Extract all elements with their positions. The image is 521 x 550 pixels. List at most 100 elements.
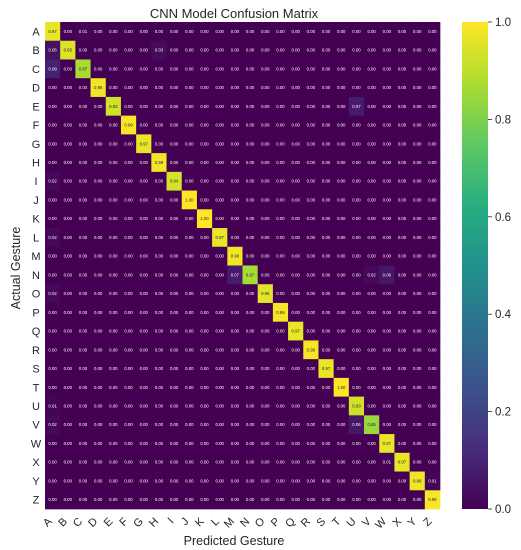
heatmap-cell-B-H [151,40,167,60]
heatmap-cell-label: 0.00 [185,254,194,259]
heatmap-cell-label: 0.00 [124,385,133,390]
y-axis-label: Actual Gesture [9,227,23,310]
heatmap-cell-Y-C [75,471,91,491]
heatmap-cell-B-K [196,40,213,60]
heatmap-cell-label: 0.00 [200,197,209,202]
heatmap-cell-label: 0.00 [200,441,209,446]
heatmap-cell-T-S [318,377,335,397]
heatmap-cell-label: 0.00 [200,422,209,427]
heatmap-cell-label: 0.00 [367,85,376,90]
heatmap-cell-T-O [257,377,274,397]
heatmap-cell-label: 0.00 [428,291,437,296]
heatmap-cell-label: 0.00 [383,403,392,408]
y-tick-label: A [32,26,40,38]
heatmap-cell-M-E [105,246,122,266]
heatmap-cell-label: 0.00 [231,29,240,34]
heatmap-cell-T-V [364,377,380,397]
heatmap-cell-label: 0.00 [216,422,225,427]
heatmap-cell-label: 0.00 [246,441,255,446]
heatmap-cell-X-Z [424,452,441,472]
colorbar-tick-label: 0.4 [495,309,512,321]
heatmap-cell-label: 0.00 [246,310,255,315]
heatmap-cell-label: 0.00 [352,291,361,296]
heatmap-cell-B-V [364,40,380,60]
heatmap-cell-label: 0.00 [413,235,422,240]
heatmap-cell-label: 0.00 [64,29,73,34]
heatmap-cell-label: 0.00 [383,85,392,90]
heatmap-cell-label: 0.00 [200,497,209,502]
heatmap-cell-N-P [272,265,289,285]
heatmap-cell-E-Z [424,96,441,117]
heatmap-cell-label: 0.00 [413,85,422,90]
heatmap-cell-D-H [151,78,167,98]
heatmap-cell-label: 0.00 [291,29,300,34]
heatmap-cell-Y-W [379,471,395,491]
heatmap-cell-O-J [181,284,198,304]
heatmap-cell-Y-I [166,471,183,491]
heatmap-cell-label: 0.00 [216,329,225,334]
heatmap-cell-label: 0.00 [185,385,194,390]
heatmap-cell-label: 0.00 [367,460,376,465]
heatmap-cell-A-F [120,22,137,42]
x-tick-label: K [193,515,207,529]
heatmap-cell-label: 0.00 [140,478,149,483]
heatmap-cell-label: 0.00 [48,272,57,277]
heatmap-cell-J-D [90,190,107,210]
heatmap-cell-U-W [379,396,395,416]
heatmap-cell-label: 0.97 [48,29,57,34]
heatmap-cell-label: 0.00 [170,272,179,277]
heatmap-cell-label: 0.00 [337,310,346,315]
heatmap-cell-Z-A [45,490,61,510]
heatmap-cell-J-Y [409,190,426,210]
heatmap-cell-O-L [212,284,228,304]
heatmap-cell-label: 0.00 [398,48,407,53]
heatmap-cell-label: 0.00 [398,160,407,165]
heatmap-cell-Q-C [75,321,91,341]
heatmap-cell-label: 0.00 [79,422,88,427]
heatmap-cell-Z-M [227,490,243,510]
heatmap-cell-G-E [105,134,122,154]
heatmap-cell-O-H [151,284,167,304]
heatmap-cell-label: 0.00 [155,85,164,90]
heatmap-cell-label: 0.97 [322,366,331,371]
heatmap-cell-label: 0.00 [109,179,118,184]
heatmap-cell-B-O [257,40,274,60]
heatmap-cell-label: 0.00 [398,347,407,352]
heatmap-cell-P-S [318,302,335,323]
heatmap-cell-label: 0.00 [246,216,255,221]
heatmap-cell-M-H [151,246,167,266]
heatmap-cell-label: 0.00 [155,497,164,502]
heatmap-cell-P-N [242,302,259,323]
heatmap-cell-label: 0.00 [140,366,149,371]
heatmap-cell-label: 0.00 [322,104,331,109]
heatmap-cell-label: 0.00 [140,160,149,165]
heatmap-cell-F-L [212,115,228,135]
heatmap-cell-label: 0.00 [155,272,164,277]
heatmap-cell-V-T [333,415,350,435]
heatmap-cell-O-B [60,284,76,304]
heatmap-cell-label: 0.06 [352,422,361,427]
heatmap-cell-label: 0.00 [79,235,88,240]
heatmap-cell-N-Q [288,265,304,285]
heatmap-cell-label: 0.00 [367,385,376,390]
heatmap-cell-D-M [227,78,243,98]
heatmap-cell-label: 0.00 [216,497,225,502]
heatmap-cell-G-P [272,134,289,154]
heatmap-cell-label: 0.00 [413,123,422,128]
heatmap-cell-I-N [242,171,259,191]
heatmap-cell-X-M [227,452,243,472]
heatmap-cell-K-D [90,209,107,229]
heatmap-cell-label: 0.00 [124,497,133,502]
heatmap-cell-S-P [272,359,289,379]
heatmap-cell-label: 0.00 [94,179,103,184]
heatmap-cell-label: 0.00 [367,478,376,483]
heatmap-cell-label: 0.00 [276,403,285,408]
heatmap-cell-E-J [181,96,198,117]
heatmap-cell-label: 0.00 [140,197,149,202]
y-tick-label: U [32,401,40,413]
heatmap-cell-label: 0.00 [352,254,361,259]
heatmap-cell-label: 0.00 [428,48,437,53]
heatmap-cell-F-Y [409,115,426,135]
heatmap-cell-label: 0.00 [109,366,118,371]
heatmap-cell-label: 0.00 [216,310,225,315]
